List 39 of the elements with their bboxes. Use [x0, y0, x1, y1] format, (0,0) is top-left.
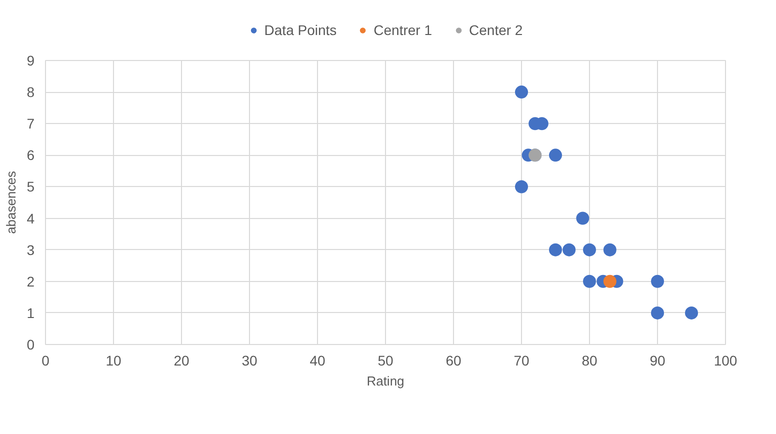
x-tick-label: 0	[42, 352, 50, 368]
point	[562, 243, 576, 256]
x-tick-label: 50	[378, 352, 394, 368]
point	[603, 274, 616, 288]
point	[651, 274, 664, 288]
x-tick-label: 90	[650, 352, 666, 368]
y-tick-label: 7	[26, 116, 35, 132]
y-tick-label: 3	[26, 242, 35, 258]
x-tick-label: 10	[106, 352, 122, 368]
y-tick-label: 2	[26, 273, 35, 290]
point	[603, 243, 616, 256]
point	[549, 148, 562, 162]
y-tick-label: 1	[26, 304, 35, 321]
point	[583, 243, 596, 256]
x-axis-title: Rating	[366, 374, 404, 388]
y-tick-label: 5	[26, 178, 35, 195]
legend-label: Centrer 1	[374, 22, 432, 38]
x-tick-label: 80	[582, 352, 598, 368]
point	[515, 86, 528, 99]
x-tick-label: 30	[242, 352, 258, 368]
x-tick-label: 60	[446, 352, 462, 368]
point	[583, 274, 596, 288]
x-tick-label: 100	[714, 352, 738, 368]
point	[685, 306, 698, 320]
legend-label: Data Points	[264, 22, 337, 38]
y-tick-label: 0	[26, 336, 35, 352]
x-tick-label: 40	[310, 352, 326, 368]
point	[515, 180, 528, 194]
x-tick-label: 20	[174, 352, 190, 368]
point	[549, 243, 562, 256]
x-tick-label: 70	[514, 352, 530, 368]
point	[576, 212, 590, 225]
y-tick-label: 6	[26, 147, 35, 164]
y-axis-title: abasences	[4, 170, 19, 234]
legend-label: Center 2	[469, 22, 523, 38]
y-tick-label: 9	[26, 52, 35, 68]
y-tick-label: 4	[26, 210, 35, 226]
y-tick-label: 8	[26, 84, 35, 100]
point	[651, 306, 664, 320]
